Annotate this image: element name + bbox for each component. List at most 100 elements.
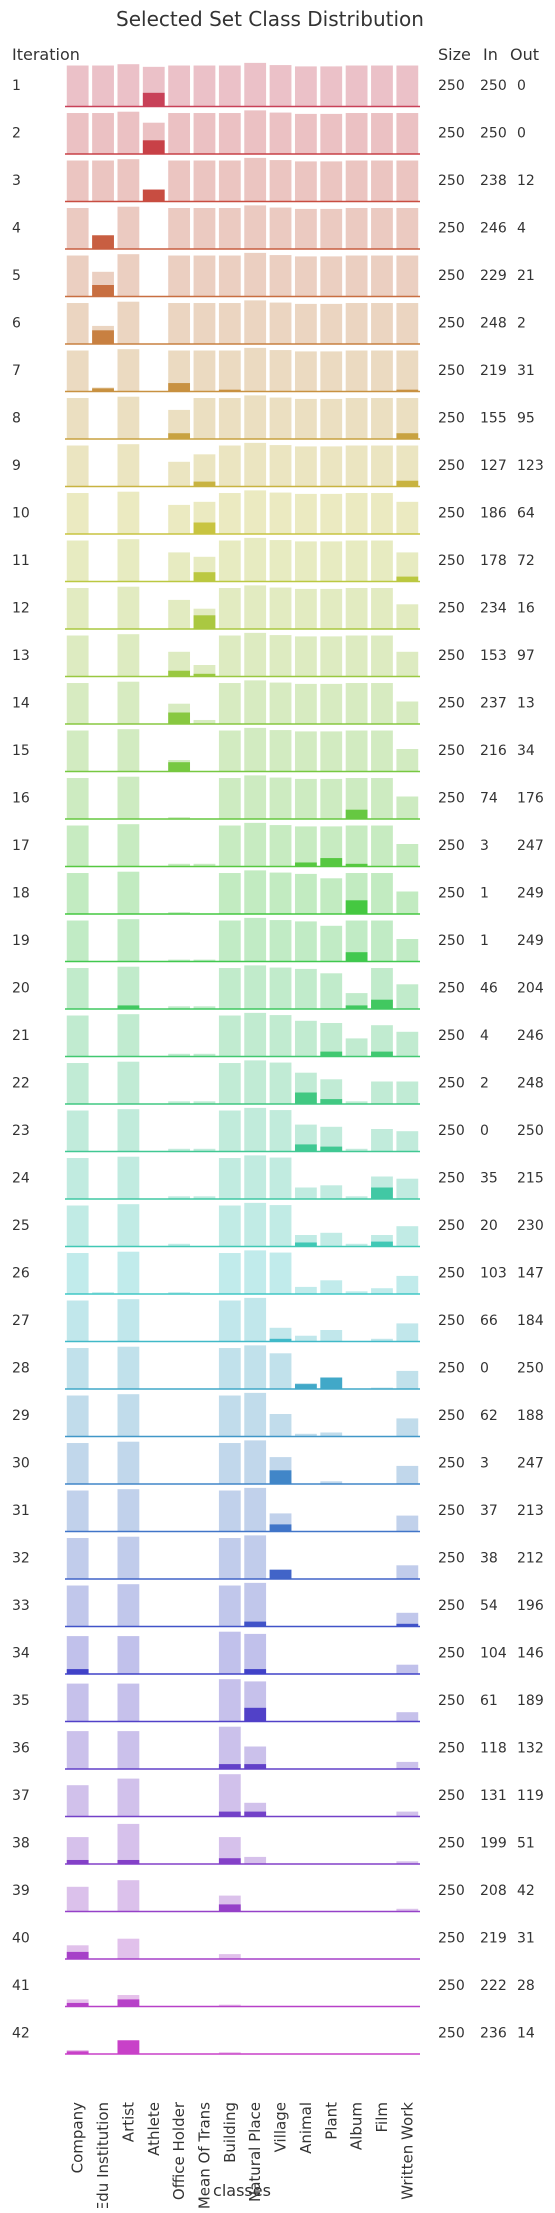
class-bar bbox=[396, 1031, 419, 1056]
class-bar bbox=[117, 776, 140, 819]
out-value: 249 bbox=[517, 933, 544, 949]
selected-bar bbox=[218, 1904, 241, 1911]
x-tick-labels: Company Edu Institution Artist Athlete Offic… bbox=[69, 2101, 417, 2211]
class-bar bbox=[193, 454, 216, 486]
in-value: 153 bbox=[480, 648, 507, 664]
iteration-label: 15 bbox=[12, 743, 30, 759]
iteration-row: 32 250 38 212 bbox=[12, 1535, 544, 1580]
selected-bar bbox=[396, 576, 419, 581]
class-bar bbox=[345, 1038, 368, 1056]
size-value: 250 bbox=[438, 78, 465, 94]
iteration-label: 27 bbox=[12, 1313, 30, 1329]
class-bar bbox=[117, 1731, 140, 1769]
out-value: 184 bbox=[517, 1313, 544, 1329]
selected-bar bbox=[294, 1242, 317, 1246]
class-bar bbox=[396, 1664, 419, 1674]
class-bar bbox=[244, 537, 267, 581]
class-bar bbox=[218, 113, 241, 154]
class-bar bbox=[294, 303, 317, 344]
class-bar bbox=[218, 2052, 241, 2054]
selected-bar bbox=[193, 572, 216, 581]
class-bar bbox=[66, 873, 89, 914]
class-bar bbox=[244, 347, 267, 391]
class-bar bbox=[117, 1204, 140, 1246]
class-bar bbox=[396, 398, 419, 439]
out-value: 230 bbox=[517, 1218, 544, 1234]
x-tick-label: Office Holder bbox=[170, 2101, 188, 2200]
class-bar bbox=[117, 1683, 140, 1721]
class-bar bbox=[66, 1999, 89, 2006]
iteration-label: 30 bbox=[12, 1456, 30, 1472]
class-bar bbox=[117, 254, 140, 296]
class-bar bbox=[244, 822, 267, 866]
class-bar bbox=[193, 350, 216, 391]
class-bar bbox=[294, 826, 317, 866]
class-bar bbox=[345, 778, 368, 819]
class-bar bbox=[345, 730, 368, 771]
class-bar bbox=[218, 1679, 241, 1721]
class-bar bbox=[218, 1395, 241, 1436]
class-bar bbox=[244, 157, 267, 201]
class-bar bbox=[218, 1063, 241, 1104]
class-bar bbox=[244, 300, 267, 344]
class-bar bbox=[66, 208, 89, 249]
size-value: 250 bbox=[438, 1693, 465, 1709]
class-bar bbox=[371, 588, 393, 629]
class-bar bbox=[345, 65, 368, 106]
iteration-row: 1 250 250 0 bbox=[12, 62, 526, 108]
iteration-row: 5 250 229 21 bbox=[12, 252, 535, 298]
class-bar bbox=[168, 1101, 191, 1104]
iteration-row: 24 250 35 215 bbox=[12, 1155, 544, 1200]
class-bar bbox=[244, 490, 267, 534]
class-bar bbox=[66, 255, 89, 296]
class-bar bbox=[244, 1060, 267, 1104]
class-bar bbox=[66, 1300, 89, 1341]
selected-bar bbox=[117, 1005, 140, 1009]
class-bar bbox=[396, 1275, 419, 1294]
iteration-label: 37 bbox=[12, 1788, 30, 1804]
class-bar bbox=[244, 1012, 267, 1056]
class-bar bbox=[345, 683, 368, 724]
selected-bar bbox=[218, 1858, 241, 1864]
size-value: 250 bbox=[438, 933, 465, 949]
class-bar bbox=[396, 1908, 419, 1911]
class-bar bbox=[371, 303, 393, 344]
class-bar bbox=[371, 350, 393, 391]
class-bar bbox=[117, 396, 140, 439]
class-bar bbox=[117, 1299, 140, 1341]
out-value: 97 bbox=[517, 648, 535, 664]
class-bar bbox=[269, 397, 292, 439]
class-bar bbox=[294, 161, 317, 201]
size-value: 250 bbox=[438, 363, 465, 379]
class-bar bbox=[345, 1291, 368, 1294]
in-value: 236 bbox=[480, 2026, 507, 2042]
class-bar bbox=[193, 1006, 216, 1009]
class-bar bbox=[345, 635, 368, 676]
class-bar bbox=[218, 2004, 241, 2006]
class-bar bbox=[269, 1062, 292, 1104]
in-value: 46 bbox=[480, 981, 498, 997]
class-bar bbox=[269, 587, 292, 629]
iteration-row: 42 250 236 14 bbox=[12, 2026, 535, 2055]
iteration-row: 34 250 104 146 bbox=[12, 1631, 544, 1675]
class-bar bbox=[269, 112, 292, 154]
selected-bar bbox=[371, 1241, 393, 1246]
iteration-label: 42 bbox=[12, 2026, 30, 2042]
selected-bar bbox=[320, 1146, 343, 1151]
size-value: 250 bbox=[438, 1836, 465, 1852]
iteration-row: 28 250 0 250 bbox=[12, 1345, 544, 1390]
class-bar bbox=[244, 585, 267, 629]
class-bar bbox=[218, 65, 241, 106]
class-bar bbox=[269, 777, 292, 819]
class-bar bbox=[294, 968, 317, 1009]
class-bar bbox=[269, 255, 292, 296]
out-value: 132 bbox=[517, 1741, 544, 1757]
iteration-row: 15 250 216 34 bbox=[12, 727, 535, 773]
class-bar bbox=[269, 207, 292, 249]
class-bar bbox=[218, 540, 241, 581]
class-bar bbox=[218, 255, 241, 296]
size-value: 250 bbox=[438, 1883, 465, 1899]
class-bar bbox=[168, 409, 191, 439]
class-bar bbox=[66, 588, 89, 629]
class-bar bbox=[294, 873, 317, 914]
